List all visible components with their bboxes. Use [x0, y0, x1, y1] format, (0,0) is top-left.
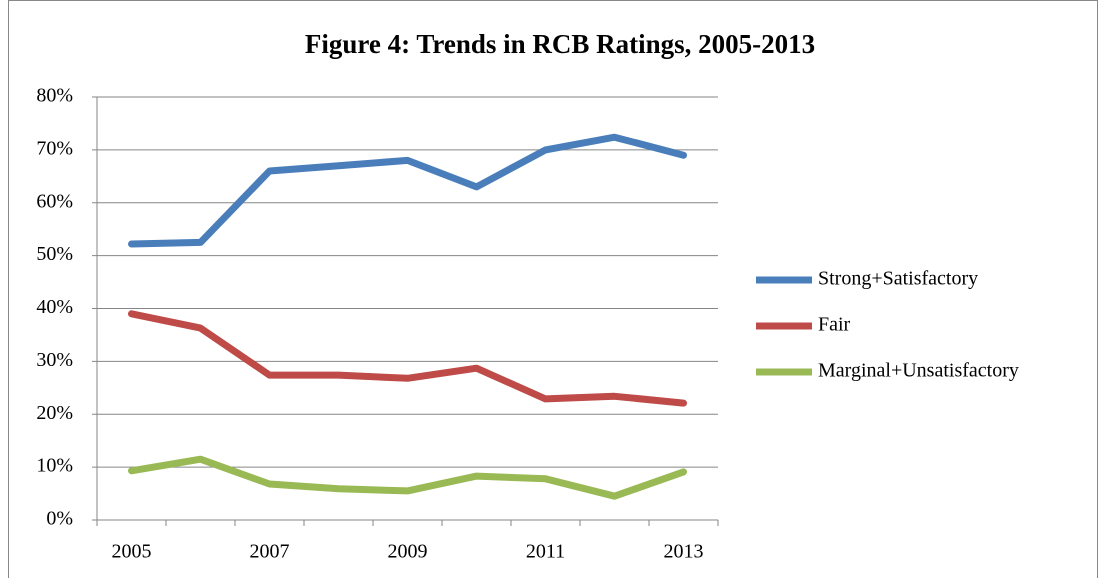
- y-tick-label: 40%: [36, 296, 73, 318]
- y-tick-label: 70%: [36, 137, 73, 159]
- x-tick-label: 2005: [112, 541, 152, 563]
- x-tick-label: 2007: [250, 541, 290, 563]
- y-tick-label: 30%: [36, 349, 73, 371]
- x-tick-label: 2011: [526, 541, 565, 563]
- data-line: [128, 455, 687, 500]
- x-tick-label: 2013: [664, 541, 704, 563]
- legend-label: Fair: [818, 314, 851, 336]
- y-tick-label: 10%: [36, 455, 73, 477]
- y-tick-label: 50%: [36, 243, 73, 265]
- y-tick-label: 60%: [36, 190, 73, 212]
- legend-label: Strong+Satisfactory: [818, 268, 978, 290]
- x-tick-label: 2009: [388, 541, 428, 563]
- y-tick-label: 20%: [36, 402, 73, 424]
- data-line: [128, 310, 687, 407]
- chart-frame: [8, 0, 1098, 578]
- y-tick-label: 0%: [46, 508, 73, 530]
- data-line: [128, 133, 687, 248]
- y-tick-label: 80%: [36, 85, 73, 107]
- chart-title: Figure 4: Trends in RCB Ratings, 2005-20…: [305, 29, 815, 59]
- legend-label: Marginal+Unsatisfactory: [818, 360, 1019, 382]
